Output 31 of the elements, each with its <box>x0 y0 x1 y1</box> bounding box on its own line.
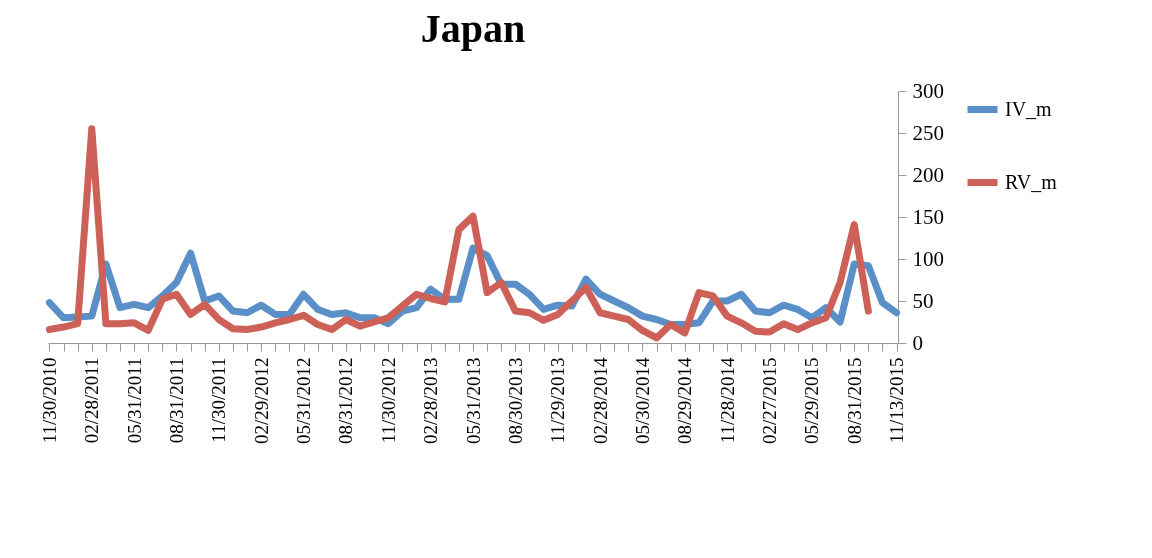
x-tick-label: 08/30/2013 <box>504 357 526 445</box>
legend-label: IV_m <box>1005 97 1053 120</box>
x-tick-label: 05/31/2012 <box>293 357 315 445</box>
y-tick-label: 0 <box>912 330 923 355</box>
x-tick-label: 11/29/2013 <box>547 357 569 444</box>
x-tick-label: 05/29/2015 <box>801 357 823 445</box>
x-tick-label: 02/28/2014 <box>589 357 611 445</box>
y-tick-label: 100 <box>912 246 944 271</box>
legend-label: RV_m <box>1005 170 1058 193</box>
x-tick-label: 02/28/2011 <box>81 357 103 444</box>
y-tick-label: 250 <box>912 120 944 145</box>
x-tick-label: 05/31/2011 <box>123 357 145 444</box>
x-tick-label: 11/30/2012 <box>377 357 399 444</box>
x-tick-label: 11/30/2010 <box>38 357 60 444</box>
x-tick-label: 08/31/2011 <box>165 357 187 444</box>
y-tick-label: 200 <box>912 162 944 187</box>
x-tick-label: 05/31/2013 <box>462 357 484 445</box>
x-tick-label: 11/28/2014 <box>716 357 738 444</box>
x-tick-label: 02/29/2012 <box>250 357 272 445</box>
x-tick-label: 05/30/2014 <box>631 357 653 445</box>
x-tick-label: 11/13/2015 <box>886 357 908 444</box>
x-tick-label: 11/30/2011 <box>208 357 230 443</box>
y-tick-label: 150 <box>912 204 944 229</box>
x-tick-label: 08/31/2015 <box>843 357 865 445</box>
y-tick-label: 300 <box>912 78 944 103</box>
chart-title: Japan <box>420 6 526 51</box>
y-tick-label: 50 <box>912 288 934 313</box>
x-tick-label: 02/28/2013 <box>420 357 442 445</box>
x-tick-label: 02/27/2015 <box>759 357 781 445</box>
x-tick-label: 08/29/2014 <box>674 357 696 445</box>
x-tick-label: 08/31/2012 <box>335 357 357 445</box>
